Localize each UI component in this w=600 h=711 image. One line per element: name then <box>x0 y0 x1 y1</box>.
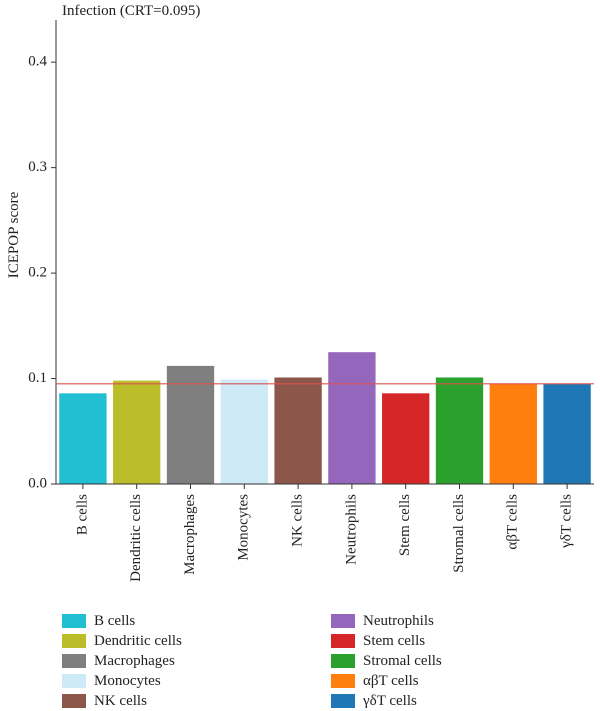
x-axis-ticks: B cells Dendritic cells Macrophages Monocyt… <box>74 484 575 582</box>
bar-4 <box>220 379 268 484</box>
x-tick-label: Monocytes <box>236 494 252 561</box>
y-tick-label: 0.0 <box>28 475 47 491</box>
legend-label: γδT cells <box>363 692 417 709</box>
legend-item: Stromal cells <box>331 651 442 671</box>
legend-item: Neutrophils <box>331 611 434 631</box>
x-tick-label: Stem cells <box>397 494 413 556</box>
bar-9 <box>489 383 537 484</box>
legend-item: NK cells <box>62 691 147 711</box>
x-tick-label: αβT cells <box>505 494 521 550</box>
bar-10 <box>543 383 591 484</box>
bars <box>59 352 591 484</box>
chart-title: Infection (CRT=0.095) <box>62 3 200 19</box>
legend-label: Neutrophils <box>363 612 434 629</box>
legend-swatch <box>62 694 86 708</box>
legend-item: Macrophages <box>62 651 175 671</box>
legend-label: Macrophages <box>94 652 175 669</box>
legend-swatch <box>331 694 355 708</box>
x-tick-label: NK cells <box>290 494 306 547</box>
x-tick-label: B cells <box>74 494 90 535</box>
legend-swatch <box>62 634 86 648</box>
legend-swatch <box>331 614 355 628</box>
legend-label: Stromal cells <box>363 652 442 669</box>
legend-item: Stem cells <box>331 631 425 651</box>
x-tick-label: γδT cells <box>559 494 575 549</box>
legend-swatch <box>331 674 355 688</box>
x-tick-label: Stromal cells <box>451 494 467 573</box>
bar-6 <box>328 352 376 484</box>
x-tick-label: Dendritic cells <box>128 494 144 582</box>
legend-swatch <box>62 614 86 628</box>
legend-item: B cells <box>62 611 135 631</box>
legend-label: Monocytes <box>94 672 161 689</box>
legend-swatch <box>331 654 355 668</box>
bar-3 <box>166 365 215 484</box>
x-tick-label: Macrophages <box>182 494 198 575</box>
legend: B cells Dendritic cells Macrophages Monocyt… <box>62 611 542 711</box>
y-tick-label: 0.4 <box>28 54 47 70</box>
legend-swatch <box>331 634 355 648</box>
legend-item: αβT cells <box>331 671 419 691</box>
legend-swatch <box>62 654 86 668</box>
bar-1 <box>59 393 107 484</box>
legend-label: Dendritic cells <box>94 632 182 649</box>
y-tick-label: 0.1 <box>28 370 47 386</box>
x-tick-label: Neutrophils <box>343 494 359 565</box>
legend-item: Dendritic cells <box>62 631 182 651</box>
y-axis-ticks: 0.0 0.1 0.2 0.3 0.4 <box>28 54 56 491</box>
bar-2 <box>113 380 161 484</box>
legend-label: Stem cells <box>363 632 426 649</box>
bar-7 <box>382 393 430 484</box>
bar-5 <box>274 377 322 484</box>
legend-label: αβT cells <box>363 672 419 689</box>
legend-label: B cells <box>94 612 136 629</box>
legend-swatch <box>62 674 86 688</box>
bar-8 <box>435 377 484 484</box>
legend-item: Monocytes <box>62 671 161 691</box>
legend-label: NK cells <box>94 692 147 709</box>
y-tick-label: 0.2 <box>28 265 47 281</box>
y-axis-label: ICEPOP score <box>6 191 22 278</box>
legend-item: γδT cells <box>331 691 417 711</box>
y-tick-label: 0.3 <box>28 159 47 175</box>
